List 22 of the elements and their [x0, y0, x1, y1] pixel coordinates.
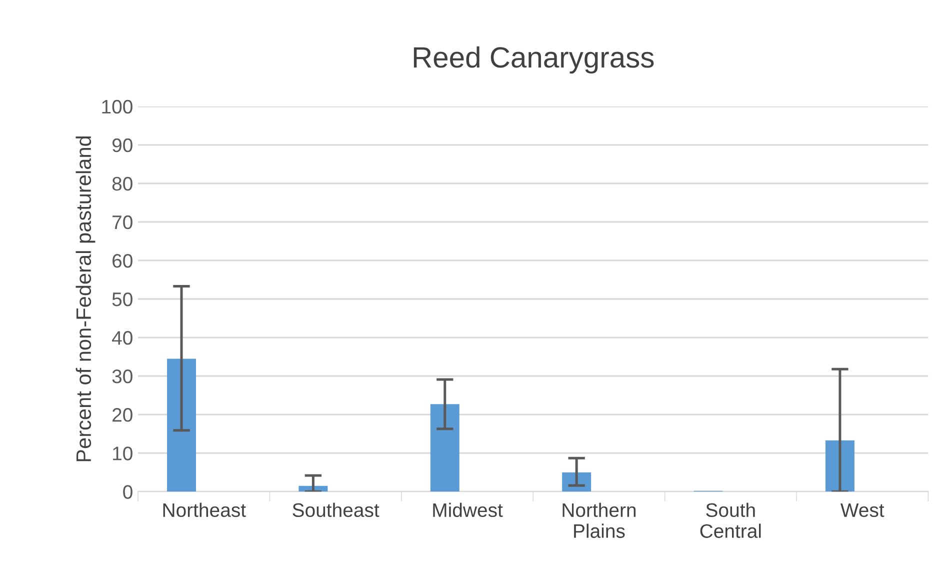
y-tick-label: 10: [113, 446, 132, 460]
y-tick-label: 50: [112, 292, 132, 306]
y-tick-label: 30: [112, 370, 132, 384]
bar: [430, 404, 460, 492]
bar: [825, 440, 854, 492]
x-tick-label: Southeast: [292, 502, 380, 518]
y-axis-title: Percent of non-Federal pastureland: [76, 136, 96, 462]
x-tick-label: West: [840, 503, 884, 518]
y-tick-label: 70: [112, 215, 132, 230]
x-tick-label: Midwest: [433, 502, 503, 518]
x-tick-label: Northern Plains: [562, 502, 636, 538]
y-tick-label: 40: [112, 330, 132, 345]
x-tick-label: Northeast: [163, 502, 246, 518]
chart-title: Reed Canarygrass: [414, 46, 654, 74]
y-tick-label: 100: [102, 100, 132, 114]
y-tick-label: 20: [112, 408, 132, 422]
x-tick-label: South Central: [700, 502, 761, 538]
y-tick-label: 0: [123, 485, 132, 499]
y-tick-label: 60: [112, 254, 132, 268]
y-tick-label: 90: [112, 138, 132, 152]
y-tick-label: 80: [112, 176, 132, 191]
bar: [167, 358, 196, 492]
